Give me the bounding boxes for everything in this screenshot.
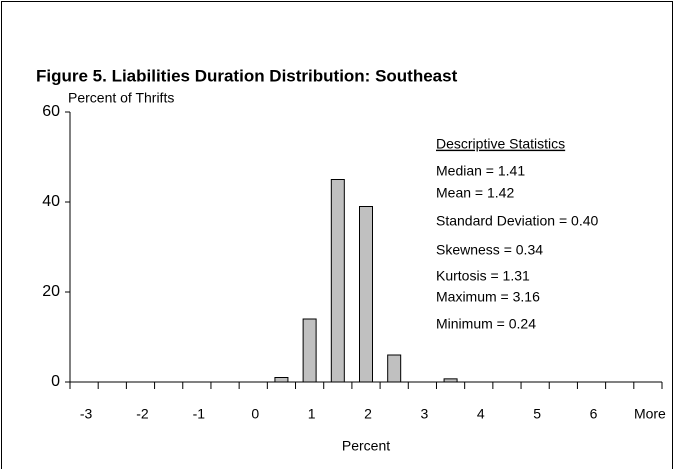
bar xyxy=(443,378,458,383)
x-tick-label: 3 xyxy=(420,406,428,422)
stats-line: Mean = 1.42 xyxy=(436,185,514,201)
stats-line: Minimum = 0.24 xyxy=(436,316,536,332)
stats-heading: Descriptive Statistics xyxy=(436,136,565,152)
x-tick-label: 1 xyxy=(308,406,316,422)
stats-line: Maximum = 3.16 xyxy=(436,289,540,305)
x-tick-label: 4 xyxy=(477,406,485,422)
bar xyxy=(387,354,402,383)
x-tick-label: 5 xyxy=(533,406,541,422)
y-tick-label: 0 xyxy=(51,373,60,390)
bar xyxy=(302,318,317,383)
stats-line: Median = 1.41 xyxy=(436,163,525,179)
x-tick-label: -1 xyxy=(193,406,206,422)
y-axis-label: Percent of Thrifts xyxy=(68,90,174,106)
bar xyxy=(359,206,373,383)
x-tick-label: More xyxy=(634,406,666,422)
x-tick-label: -2 xyxy=(136,406,149,422)
y-tick-label: 60 xyxy=(42,103,60,120)
stats-line: Standard Deviation = 0.40 xyxy=(436,213,598,229)
x-tick-label: -3 xyxy=(80,406,93,422)
stats-line: Kurtosis = 1.31 xyxy=(436,268,530,284)
x-axis-label: Percent xyxy=(342,438,390,454)
y-tick-label: 40 xyxy=(42,193,60,210)
y-tick-label: 20 xyxy=(42,283,60,300)
bar xyxy=(274,377,289,383)
chart-title: Figure 5. Liabilities Duration Distribut… xyxy=(36,66,458,85)
x-tick-label: 0 xyxy=(251,406,259,422)
bar xyxy=(330,179,345,383)
x-tick-label: 2 xyxy=(364,406,372,422)
x-tick-label: 6 xyxy=(590,406,598,422)
stats-line: Skewness = 0.34 xyxy=(436,242,543,258)
